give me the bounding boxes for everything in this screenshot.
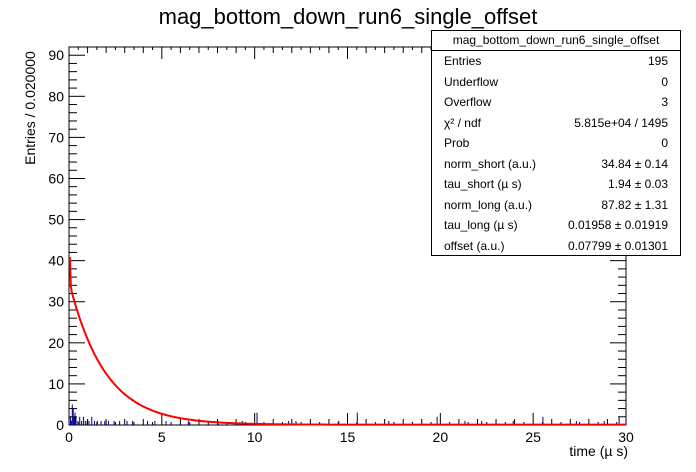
histogram-bin xyxy=(464,420,466,425)
x-tick-label: 10 xyxy=(247,429,263,445)
x-tick-label: 30 xyxy=(618,429,634,445)
stats-row-value: 0 xyxy=(661,136,668,150)
x-tick-label: 15 xyxy=(340,429,356,445)
y-tick-label: 10 xyxy=(48,376,64,392)
stats-row-value: 195 xyxy=(647,54,668,68)
stats-row-value: 0.01958 ± 0.01919 xyxy=(567,218,668,232)
histogram-bin xyxy=(126,420,128,425)
y-tick-label: 20 xyxy=(48,335,64,351)
stats-box: mag_bottom_down_run6_single_offset Entri… xyxy=(431,30,681,256)
histogram-bin xyxy=(73,416,75,425)
stats-box-rows: Entries 195 Underflow 0 Overflow 3 χ² / ndf 5.8… xyxy=(432,51,680,256)
histogram-bin xyxy=(388,420,390,425)
stats-row-value: 3 xyxy=(661,95,668,109)
stats-row: Overflow 3 xyxy=(432,92,680,113)
histogram-bin xyxy=(481,420,483,425)
stats-row-value: 34.84 ± 0.14 xyxy=(601,156,668,171)
stats-row-label: Entries xyxy=(444,54,482,68)
stats-row-label: norm_short (a.u.) xyxy=(444,156,537,171)
histogram-bin xyxy=(356,412,358,425)
histogram-bin xyxy=(75,416,77,425)
histogram-bin xyxy=(70,420,72,425)
stats-row-label: χ² / ndf xyxy=(444,115,481,130)
stats-row-label: tau_short (µ s) xyxy=(444,177,522,191)
histogram-bin xyxy=(288,420,290,425)
x-tick-label: 25 xyxy=(525,429,541,445)
fit-curve xyxy=(68,257,626,426)
chart-title: mag_bottom_down_run6_single_offset xyxy=(158,4,538,29)
histogram-bin xyxy=(154,420,156,425)
stats-row: norm_short (a.u.) 34.84 ± 0.14 xyxy=(432,154,680,175)
stats-row: tau_long (µ s) 0.01958 ± 0.01919 xyxy=(432,215,680,236)
histogram-bin xyxy=(81,420,83,425)
histogram-bin xyxy=(94,420,96,425)
y-tick-label: 40 xyxy=(48,253,64,269)
histogram-bin xyxy=(72,408,74,425)
stats-row: χ² / ndf 5.815e+04 / 1495 xyxy=(432,113,680,134)
stats-row-label: Overflow xyxy=(444,95,492,109)
stats-row-value: 1.94 ± 0.03 xyxy=(608,177,668,191)
histogram-bin xyxy=(77,420,79,425)
stats-row: Entries 195 xyxy=(432,51,680,72)
histogram-bin xyxy=(82,416,84,425)
histogram-bin xyxy=(69,416,71,425)
stats-row-label: Underflow xyxy=(444,74,499,89)
y-tick-label: 70 xyxy=(48,129,64,145)
stats-row-label: norm_long (a.u.) xyxy=(444,197,533,212)
histogram-bin xyxy=(436,416,438,425)
stats-row-value: 87.82 ± 1.31 xyxy=(601,197,668,212)
y-tick-label: 60 xyxy=(48,170,64,186)
histogram-bin xyxy=(165,420,167,425)
histogram-bin xyxy=(84,420,86,425)
histogram-bin xyxy=(96,420,98,425)
histogram-bin xyxy=(575,420,577,425)
histogram-bin xyxy=(104,420,106,425)
histogram-bin xyxy=(256,412,258,425)
histogram-bin xyxy=(71,404,73,425)
y-tick-label: 30 xyxy=(48,294,64,310)
histogram-bin xyxy=(512,420,514,425)
stats-row-value: 5.815e+04 / 1495 xyxy=(574,115,668,130)
histogram-bin xyxy=(295,420,297,425)
y-tick-label: 0 xyxy=(56,417,64,433)
histogram-bin xyxy=(100,420,102,425)
histogram-bin xyxy=(132,420,134,425)
stats-row: norm_long (a.u.) 87.82 ± 1.31 xyxy=(432,195,680,216)
histogram-bin xyxy=(338,420,340,425)
histogram-bin xyxy=(88,420,90,425)
histogram-bin xyxy=(79,416,81,425)
histogram-bin xyxy=(187,420,189,425)
stats-row-label: Prob xyxy=(444,136,470,150)
stats-row: Prob 0 xyxy=(432,133,680,154)
y-axis-label-text: Entries / 0.020000 xyxy=(22,51,38,165)
y-tick-label: 50 xyxy=(48,212,64,228)
stats-box-title: mag_bottom_down_run6_single_offset xyxy=(432,31,680,51)
histogram-bin xyxy=(146,420,148,425)
histogram-bin xyxy=(74,412,76,425)
histogram-bin xyxy=(86,420,88,425)
x-tick-label: 20 xyxy=(433,429,449,445)
histogram-bin xyxy=(107,420,109,425)
x-tick-label: 0 xyxy=(65,429,73,445)
stats-row-value: 0.07799 ± 0.01301 xyxy=(567,238,668,253)
y-tick-label: 90 xyxy=(48,47,64,63)
histogram-bin xyxy=(542,416,544,425)
stats-row-value: 0 xyxy=(661,74,668,89)
y-tick-label: 80 xyxy=(48,88,64,104)
histogram-bin xyxy=(119,420,121,425)
stats-row: Underflow 0 xyxy=(432,72,680,93)
histogram-bin xyxy=(603,420,605,425)
stats-row: tau_short (µ s) 1.94 ± 0.03 xyxy=(432,174,680,195)
x-axis-label: time (µ s) xyxy=(569,443,628,459)
x-tick-label: 5 xyxy=(158,429,166,445)
histogram-bin xyxy=(618,416,620,425)
stats-row-label: tau_long (µ s) xyxy=(444,218,518,232)
histogram-bin xyxy=(91,416,93,425)
stats-row: offset (a.u.) 0.07799 ± 0.01301 xyxy=(432,236,680,257)
stats-row-label: offset (a.u.) xyxy=(444,238,505,253)
histogram-bin xyxy=(113,420,115,425)
